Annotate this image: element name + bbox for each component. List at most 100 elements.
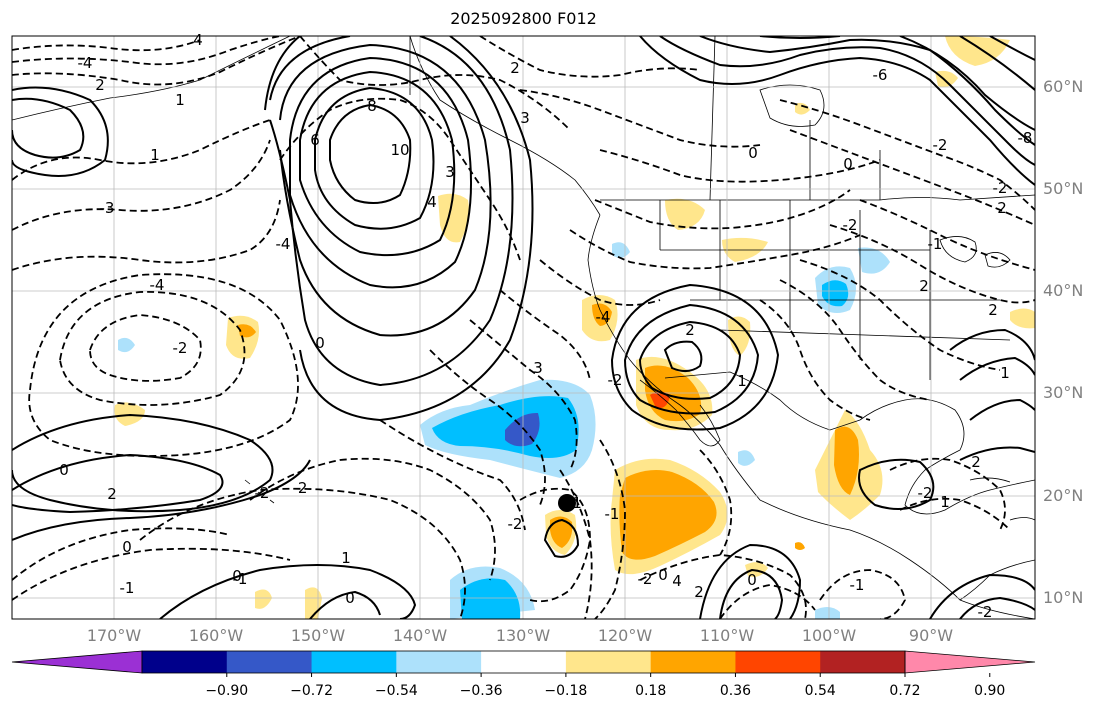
contour-neg-40 [789, 129, 1035, 226]
contour-label: 2 [988, 301, 998, 319]
contour-neg-37 [889, 457, 1006, 531]
contour-subtropic-3 [12, 459, 311, 541]
contour-neg-19 [469, 319, 578, 471]
gridlines [12, 36, 1035, 619]
blue-blob-south-core [460, 578, 521, 619]
contour-eastpac-1 [699, 543, 802, 619]
lat-label-30n: 30°N [1043, 383, 1084, 402]
contour-label: -2 [608, 371, 623, 389]
contour-label: 2 [510, 59, 520, 77]
contour-label: 0 [345, 589, 355, 607]
colorbar-tick-label: −0.72 [290, 683, 333, 699]
contour-neg-5 [12, 139, 271, 231]
colorbar-tick-label: 0.90 [974, 683, 1006, 699]
contour-ridge-4 [289, 56, 472, 289]
contour-label: -4 [78, 54, 93, 72]
contour-neg-10 [279, 97, 521, 261]
contour-label: 2 [919, 277, 929, 295]
contour-label: -2 [993, 179, 1008, 197]
hudson-bay [759, 84, 825, 127]
yellow-blob-ep-3 [795, 542, 805, 550]
contour-label: 4 [672, 572, 682, 590]
contour-label: 4 [427, 193, 437, 211]
contour-label: -2 [173, 339, 188, 357]
lat-label-10n: 10°N [1043, 588, 1084, 607]
contour-neg-14 [599, 149, 881, 183]
contour-label: 0 [658, 566, 668, 584]
yellow-blob-canada [665, 198, 705, 230]
contour-neg-35 [829, 224, 1035, 304]
contour-subtropic-1 [12, 413, 274, 513]
contour-label: 2 [971, 453, 981, 471]
lon-label-90w: 90°W [908, 626, 954, 645]
contour-label: 1 [572, 494, 582, 512]
contour-trough-low [638, 320, 742, 400]
contour-labels: -424211810643-3-4-20-220-20-1-2-43-42-13… [59, 31, 1032, 621]
contour-label: -1 [605, 505, 620, 523]
contour-label: -1 [928, 235, 943, 253]
contour-label: -4 [276, 235, 291, 253]
contour-gulf-1 [858, 458, 935, 510]
contour-neg-18 [499, 289, 591, 381]
colorbar-tick-label: 0.18 [635, 683, 667, 699]
contour-label: 0 [122, 538, 132, 556]
contour-label: -1 [233, 570, 248, 588]
us-mexico-border [664, 371, 861, 431]
blue-blob-mex [738, 450, 755, 466]
us-canada-border [600, 194, 1035, 201]
contour-label: 2 [107, 485, 117, 503]
blue-blob-central-mid [432, 396, 579, 458]
contour-north-5 [959, 36, 1035, 91]
point-marker [558, 494, 576, 512]
contour-label: 2 [685, 321, 695, 339]
contour-label: 6 [310, 131, 320, 149]
lon-label-100w: 100°W [801, 626, 857, 645]
map-title: 2025092800 F012 [450, 9, 597, 28]
contour-label: 10 [390, 141, 409, 159]
caribbean-islands [969, 477, 1035, 521]
contour-neg-32 [759, 299, 871, 421]
contour-trough-low-2 [623, 303, 760, 415]
contour-neg-13 [519, 89, 761, 148]
contour-label: -6 [873, 66, 888, 84]
contour-se-2 [959, 356, 1035, 381]
contour-eastpac-3 [929, 573, 1035, 619]
contour-se-1 [949, 328, 1035, 361]
yellow-blob-east-us [1010, 308, 1035, 329]
contour-label: -4 [150, 276, 165, 294]
lon-label-140w: 140°W [392, 626, 448, 645]
contour-label: -2 [978, 603, 993, 621]
contour-neg-11 [299, 36, 571, 131]
contour-neg-9 [28, 273, 299, 457]
blue-blob-baja [612, 242, 630, 258]
contour-label: 1 [1000, 364, 1010, 382]
contour-neg-12 [479, 36, 701, 78]
contour-neg-4 [12, 119, 271, 181]
contour-label: -2 [255, 484, 270, 502]
negative-contours [12, 36, 1035, 619]
yellow-blob-colorado [728, 316, 751, 356]
contour-north-1 [639, 36, 1035, 186]
contour-label: 1 [940, 493, 950, 511]
contour-label: 1 [737, 372, 747, 390]
contour-label: 0 [747, 571, 757, 589]
blue-blob-north-plains [858, 247, 890, 274]
contour-neg-41 [699, 449, 733, 556]
contour-trough-low-4 [663, 340, 703, 372]
contour-se-4 [959, 446, 1035, 461]
contour-label: -2 [638, 570, 653, 588]
contour-north-4 [759, 36, 1035, 131]
alaska-coast [12, 36, 601, 216]
contour-neg-25 [12, 527, 231, 581]
gulf-coast [859, 398, 1035, 515]
contour-neg-21 [379, 419, 526, 531]
contour-label: 8 [367, 97, 377, 115]
yellow-blob-pacific-ne [438, 193, 469, 243]
contour-neg-34 [799, 259, 1001, 371]
lon-label-120w: 120°W [597, 626, 653, 645]
lon-label-130w: 130°W [495, 626, 551, 645]
contour-label: 3 [445, 163, 455, 181]
contour-label: -2 [843, 216, 858, 234]
great-lakes [939, 236, 1011, 268]
us-state-lines [659, 200, 1011, 380]
